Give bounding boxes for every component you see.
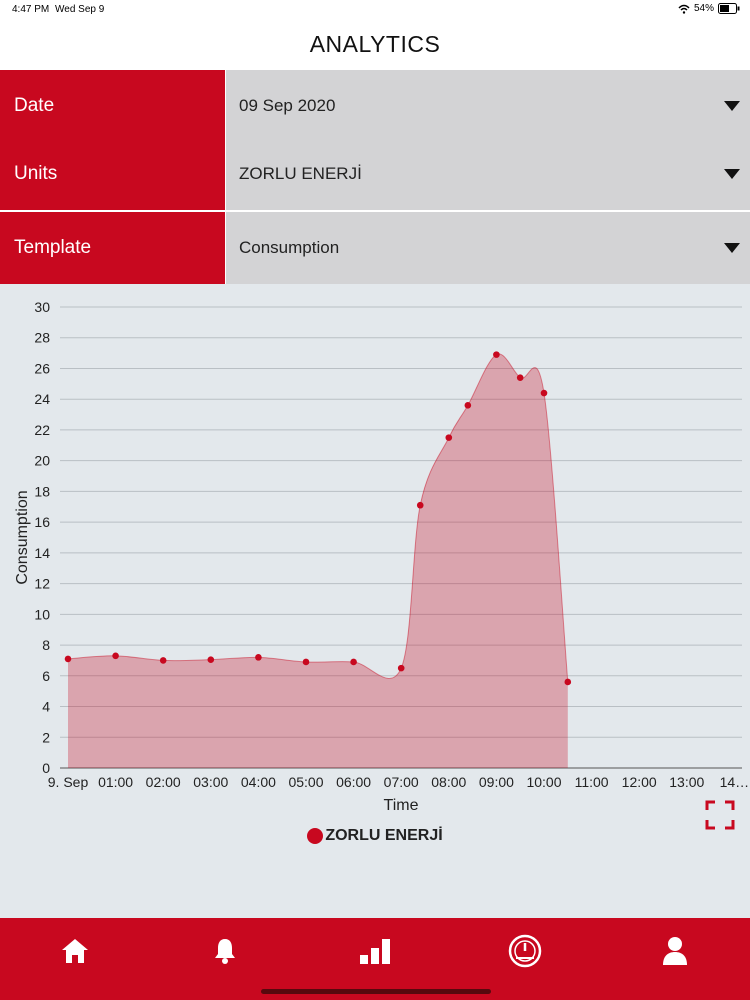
data-point <box>64 655 72 663</box>
y-tick-label: 30 <box>34 299 50 315</box>
data-point <box>540 389 548 397</box>
date-filter-label: Date <box>0 70 225 142</box>
y-tick-label: 26 <box>34 360 50 376</box>
series-line <box>67 353 569 682</box>
units-filter-label: Units <box>0 138 225 210</box>
gauge-icon <box>508 934 542 968</box>
x-axis-label: Time <box>384 797 419 814</box>
status-bar: 4:47 PM Wed Sep 9 54% <box>0 0 750 18</box>
x-tick-label: 14… <box>720 774 750 790</box>
home-icon <box>62 939 88 963</box>
x-tick-label: 12:00 <box>622 774 657 790</box>
legend-marker <box>307 828 324 844</box>
template-filter-label: Template <box>0 212 225 284</box>
y-tick-label: 4 <box>42 699 50 715</box>
data-point <box>416 501 424 509</box>
tab-analytics[interactable] <box>300 918 450 984</box>
data-point <box>207 656 215 663</box>
x-tick-label: 04:00 <box>241 774 276 790</box>
series-area <box>68 353 568 768</box>
data-point <box>255 654 262 661</box>
chevron-down-icon[interactable] <box>724 169 740 179</box>
data-point <box>159 657 167 664</box>
chart-area: 0 2 4 6 8 10 12 14 16 18 20 22 24 26 28 30 9. Sep 01:00 02… <box>0 284 750 918</box>
date-select[interactable]: 09 Sep 2020 <box>226 70 750 142</box>
y-tick-label: 10 <box>34 606 50 622</box>
home-indicator[interactable] <box>261 989 491 994</box>
data-point <box>302 658 310 666</box>
status-date: Wed Sep 9 <box>55 4 105 15</box>
x-tick-label: 05:00 <box>288 774 323 790</box>
tab-profile[interactable] <box>600 918 750 984</box>
battery-icon <box>718 3 740 14</box>
y-tick-label: 22 <box>34 422 50 438</box>
x-tick-label: 9. Sep <box>48 774 89 790</box>
header: ANALYTICS <box>0 18 750 70</box>
y-tick-label: 28 <box>34 330 50 346</box>
wifi-icon <box>678 4 690 14</box>
x-tick-label: 10:00 <box>526 774 561 790</box>
y-axis-label: Consumption <box>14 490 31 584</box>
data-point <box>112 652 119 660</box>
tab-dashboard[interactable] <box>450 918 600 984</box>
y-tick-label: 18 <box>34 483 50 499</box>
y-tick-label: 20 <box>34 453 50 469</box>
data-point <box>350 658 357 666</box>
template-filter[interactable]: Template Consumption <box>0 212 750 284</box>
units-filter[interactable]: Units ZORLU ENERJİ <box>0 138 750 210</box>
tab-bar <box>0 918 750 1000</box>
tab-alerts[interactable] <box>150 918 300 984</box>
x-tick-label: 08:00 <box>431 774 466 790</box>
x-tick-label: 02:00 <box>146 774 181 790</box>
y-tick-label: 12 <box>34 576 50 592</box>
y-tick-label: 0 <box>42 760 50 776</box>
x-tick-label: 01:00 <box>98 774 133 790</box>
y-tick-label: 16 <box>34 514 50 530</box>
data-point <box>493 351 500 358</box>
legend-label: ZORLU ENERJİ <box>325 827 443 844</box>
y-tick-label: 24 <box>34 391 50 407</box>
data-point <box>516 374 524 381</box>
user-icon <box>663 937 687 965</box>
chevron-down-icon[interactable] <box>724 243 740 253</box>
x-tick-label: 11:00 <box>575 774 609 790</box>
status-right: 54% <box>678 3 740 14</box>
battery-percent: 54% <box>693 3 714 14</box>
x-tick-label: 07:00 <box>384 774 419 790</box>
bell-icon <box>215 939 235 964</box>
x-tick-label: 13:00 <box>669 774 704 790</box>
y-tick-label: 2 <box>42 729 50 745</box>
y-tick-label: 8 <box>42 637 50 653</box>
data-point <box>397 664 405 672</box>
status-time: 4:47 PM <box>12 4 50 15</box>
date-filter[interactable]: Date 09 Sep 2020 <box>0 70 750 142</box>
data-point <box>464 402 472 409</box>
x-tick-label: 06:00 <box>336 774 371 790</box>
x-tick-label: 09:00 <box>479 774 514 790</box>
units-select[interactable]: ZORLU ENERJİ <box>226 138 750 210</box>
fullscreen-icon[interactable] <box>705 800 735 830</box>
y-tick-label: 6 <box>42 668 50 684</box>
tab-home[interactable] <box>0 918 150 984</box>
chart-legend[interactable]: ZORLU ENERJİ <box>0 827 750 845</box>
page-title: ANALYTICS <box>309 30 441 57</box>
chevron-down-icon[interactable] <box>724 101 740 111</box>
y-tick-label: 14 <box>34 545 50 561</box>
x-tick-label: 03:00 <box>193 774 228 790</box>
template-select[interactable]: Consumption <box>226 212 750 284</box>
data-point <box>564 678 572 686</box>
bar-chart-icon <box>360 939 390 964</box>
data-point <box>445 434 453 441</box>
